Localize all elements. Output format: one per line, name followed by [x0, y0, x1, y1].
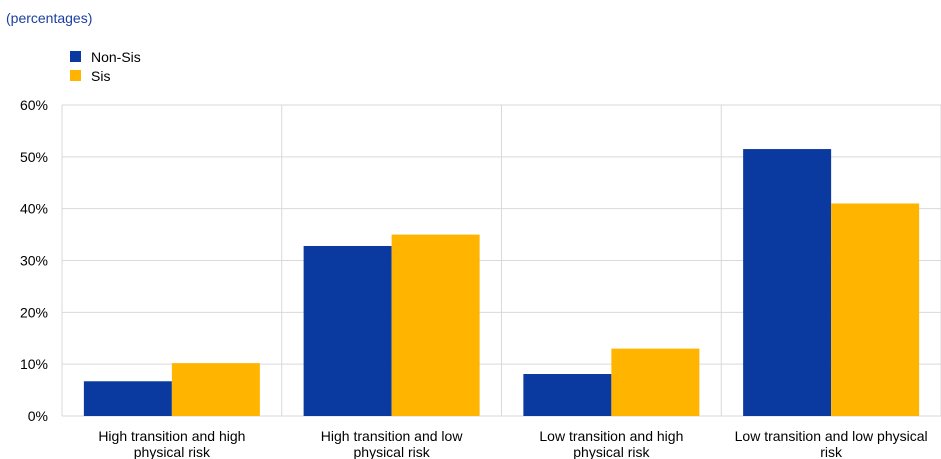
- bar-non-sis: [743, 149, 832, 416]
- x-category-label: physical risk: [354, 444, 431, 459]
- legend-label-non-sis: Non-Sis: [91, 48, 141, 65]
- y-tick-label: 60%: [20, 97, 48, 113]
- x-category-label: Low transition and low physical: [735, 428, 928, 444]
- x-category-label: physical risk: [573, 444, 650, 459]
- y-tick-label: 30%: [20, 253, 48, 269]
- chart-legend: Non-Sis Sis: [70, 47, 141, 85]
- x-category-label: physical risk: [134, 444, 211, 459]
- y-tick-label: 40%: [20, 201, 48, 217]
- x-category-label: High transition and high: [98, 428, 245, 444]
- chart-subtitle: (percentages): [6, 10, 93, 26]
- bar-non-sis: [523, 374, 612, 416]
- legend-swatch-non-sis: [70, 51, 81, 62]
- y-tick-label: 0%: [28, 408, 48, 424]
- y-tick-label: 10%: [20, 356, 48, 372]
- legend-item-non-sis: Non-Sis: [70, 47, 141, 66]
- x-category-label: High transition and low: [321, 428, 464, 444]
- y-tick-label: 50%: [20, 149, 48, 165]
- bar-non-sis: [83, 381, 172, 416]
- x-category-label: risk: [820, 444, 843, 459]
- x-category-label: Low transition and high: [539, 428, 683, 444]
- bar-non-sis: [303, 245, 392, 416]
- bar-sis: [171, 363, 260, 416]
- bar-sis: [611, 348, 700, 416]
- legend-item-sis: Sis: [70, 66, 141, 85]
- bar-sis: [831, 203, 920, 416]
- y-tick-label: 20%: [20, 304, 48, 320]
- bar-sis: [391, 234, 480, 416]
- legend-swatch-sis: [70, 70, 81, 81]
- legend-label-sis: Sis: [91, 67, 111, 84]
